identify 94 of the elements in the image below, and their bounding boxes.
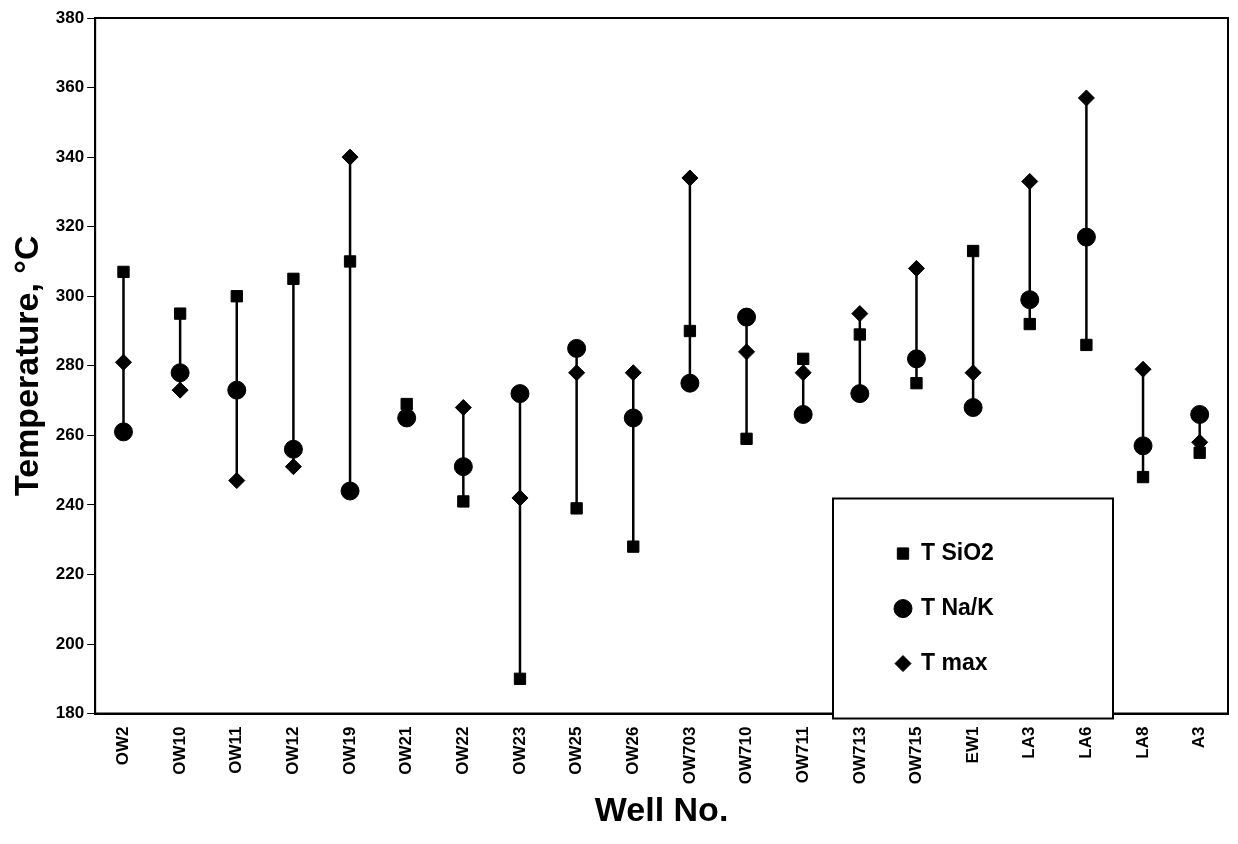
point: [623, 408, 643, 428]
point: [680, 373, 700, 393]
x-tick-label: A3: [1189, 726, 1209, 749]
y-tick-label: 260: [55, 425, 85, 445]
legend-label: T max: [921, 648, 988, 675]
point: [173, 307, 187, 320]
y-tick-label: 300: [55, 285, 85, 305]
y-tick-label: 240: [55, 494, 85, 514]
x-tick-label: OW711: [792, 726, 812, 784]
y-tick-label: 180: [55, 703, 85, 723]
legend-label: T SiO2: [921, 538, 994, 565]
point: [513, 672, 527, 685]
point: [624, 364, 642, 382]
point: [627, 540, 640, 553]
point: [340, 481, 360, 501]
point: [797, 352, 810, 365]
point: [1193, 446, 1206, 459]
y-tick-label: 360: [55, 77, 85, 97]
x-tick-label: LA6: [1076, 726, 1096, 759]
point: [400, 397, 413, 411]
point: [740, 432, 753, 445]
point: [1134, 360, 1152, 378]
point: [1020, 290, 1040, 310]
point: [853, 328, 866, 341]
point: [966, 244, 980, 258]
point: [963, 398, 983, 418]
x-tick-label: OW2: [113, 726, 133, 766]
x-tick-label: OW710: [736, 726, 756, 785]
point: [1021, 172, 1039, 190]
point: [170, 363, 190, 383]
point: [283, 439, 303, 459]
point: [681, 169, 699, 187]
point: [567, 338, 587, 358]
point: [117, 265, 130, 279]
point: [1190, 404, 1210, 424]
x-tick-label: OW703: [679, 726, 699, 785]
x-tick-label: OW12: [283, 726, 303, 775]
point: [457, 495, 470, 508]
point: [510, 384, 530, 404]
point: [397, 408, 417, 428]
point: [738, 343, 756, 361]
point: [230, 290, 243, 303]
point: [511, 489, 529, 507]
y-tick-label: 340: [55, 146, 85, 166]
point: [227, 380, 247, 400]
y-tick-label: 220: [55, 564, 85, 584]
x-tick-label: LA3: [1019, 726, 1039, 759]
point: [1133, 436, 1153, 456]
x-tick-label: OW10: [169, 726, 189, 775]
point: [287, 272, 300, 285]
point: [906, 349, 926, 369]
point: [793, 404, 813, 424]
x-axis-title: Well No.: [594, 789, 729, 828]
point: [284, 458, 302, 476]
x-tick-label: OW22: [453, 726, 473, 775]
x-tick-label: OW19: [339, 726, 359, 775]
legend-label: T Na/K: [921, 593, 995, 620]
y-tick-label: 200: [55, 633, 85, 653]
point: [1023, 317, 1036, 331]
point: [907, 259, 925, 277]
point: [1136, 470, 1150, 484]
x-tick-label: OW26: [622, 726, 642, 775]
x-tick-label: LA8: [1132, 726, 1152, 759]
point: [794, 364, 812, 382]
point: [683, 324, 697, 338]
point: [454, 399, 472, 417]
y-tick-label: 320: [55, 216, 85, 236]
point: [568, 364, 586, 382]
x-tick-label: OW713: [849, 726, 869, 785]
y-tick-label: 380: [55, 7, 85, 27]
point: [453, 457, 473, 477]
point: [851, 305, 869, 323]
x-tick-label: OW23: [509, 726, 529, 775]
point: [341, 148, 359, 166]
point: [1080, 338, 1093, 352]
point: [228, 472, 246, 490]
point: [910, 377, 923, 390]
point: [1077, 89, 1095, 107]
x-tick-label: OW21: [396, 726, 416, 775]
point: [114, 353, 132, 371]
point: [570, 502, 583, 515]
point: [964, 364, 982, 382]
point: [1076, 227, 1096, 247]
x-tick-label: OW715: [906, 726, 926, 785]
point: [737, 307, 757, 327]
point: [850, 384, 870, 404]
y-tick-label: 280: [55, 355, 85, 375]
y-axis-title: Temperature, °C: [6, 235, 45, 497]
point: [113, 422, 133, 442]
point: [171, 381, 189, 399]
point: [343, 255, 357, 268]
x-tick-label: OW11: [226, 726, 246, 774]
x-tick-label: EW1: [962, 726, 982, 764]
x-tick-label: OW25: [566, 726, 586, 775]
